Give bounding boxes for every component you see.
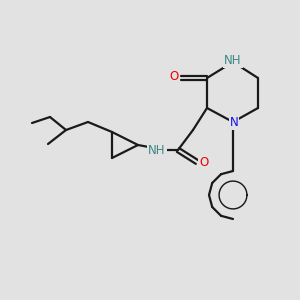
Text: NH: NH [224, 55, 242, 68]
Text: O: O [200, 157, 208, 169]
Text: O: O [169, 70, 178, 83]
Text: N: N [230, 116, 238, 130]
Text: NH: NH [148, 143, 166, 157]
